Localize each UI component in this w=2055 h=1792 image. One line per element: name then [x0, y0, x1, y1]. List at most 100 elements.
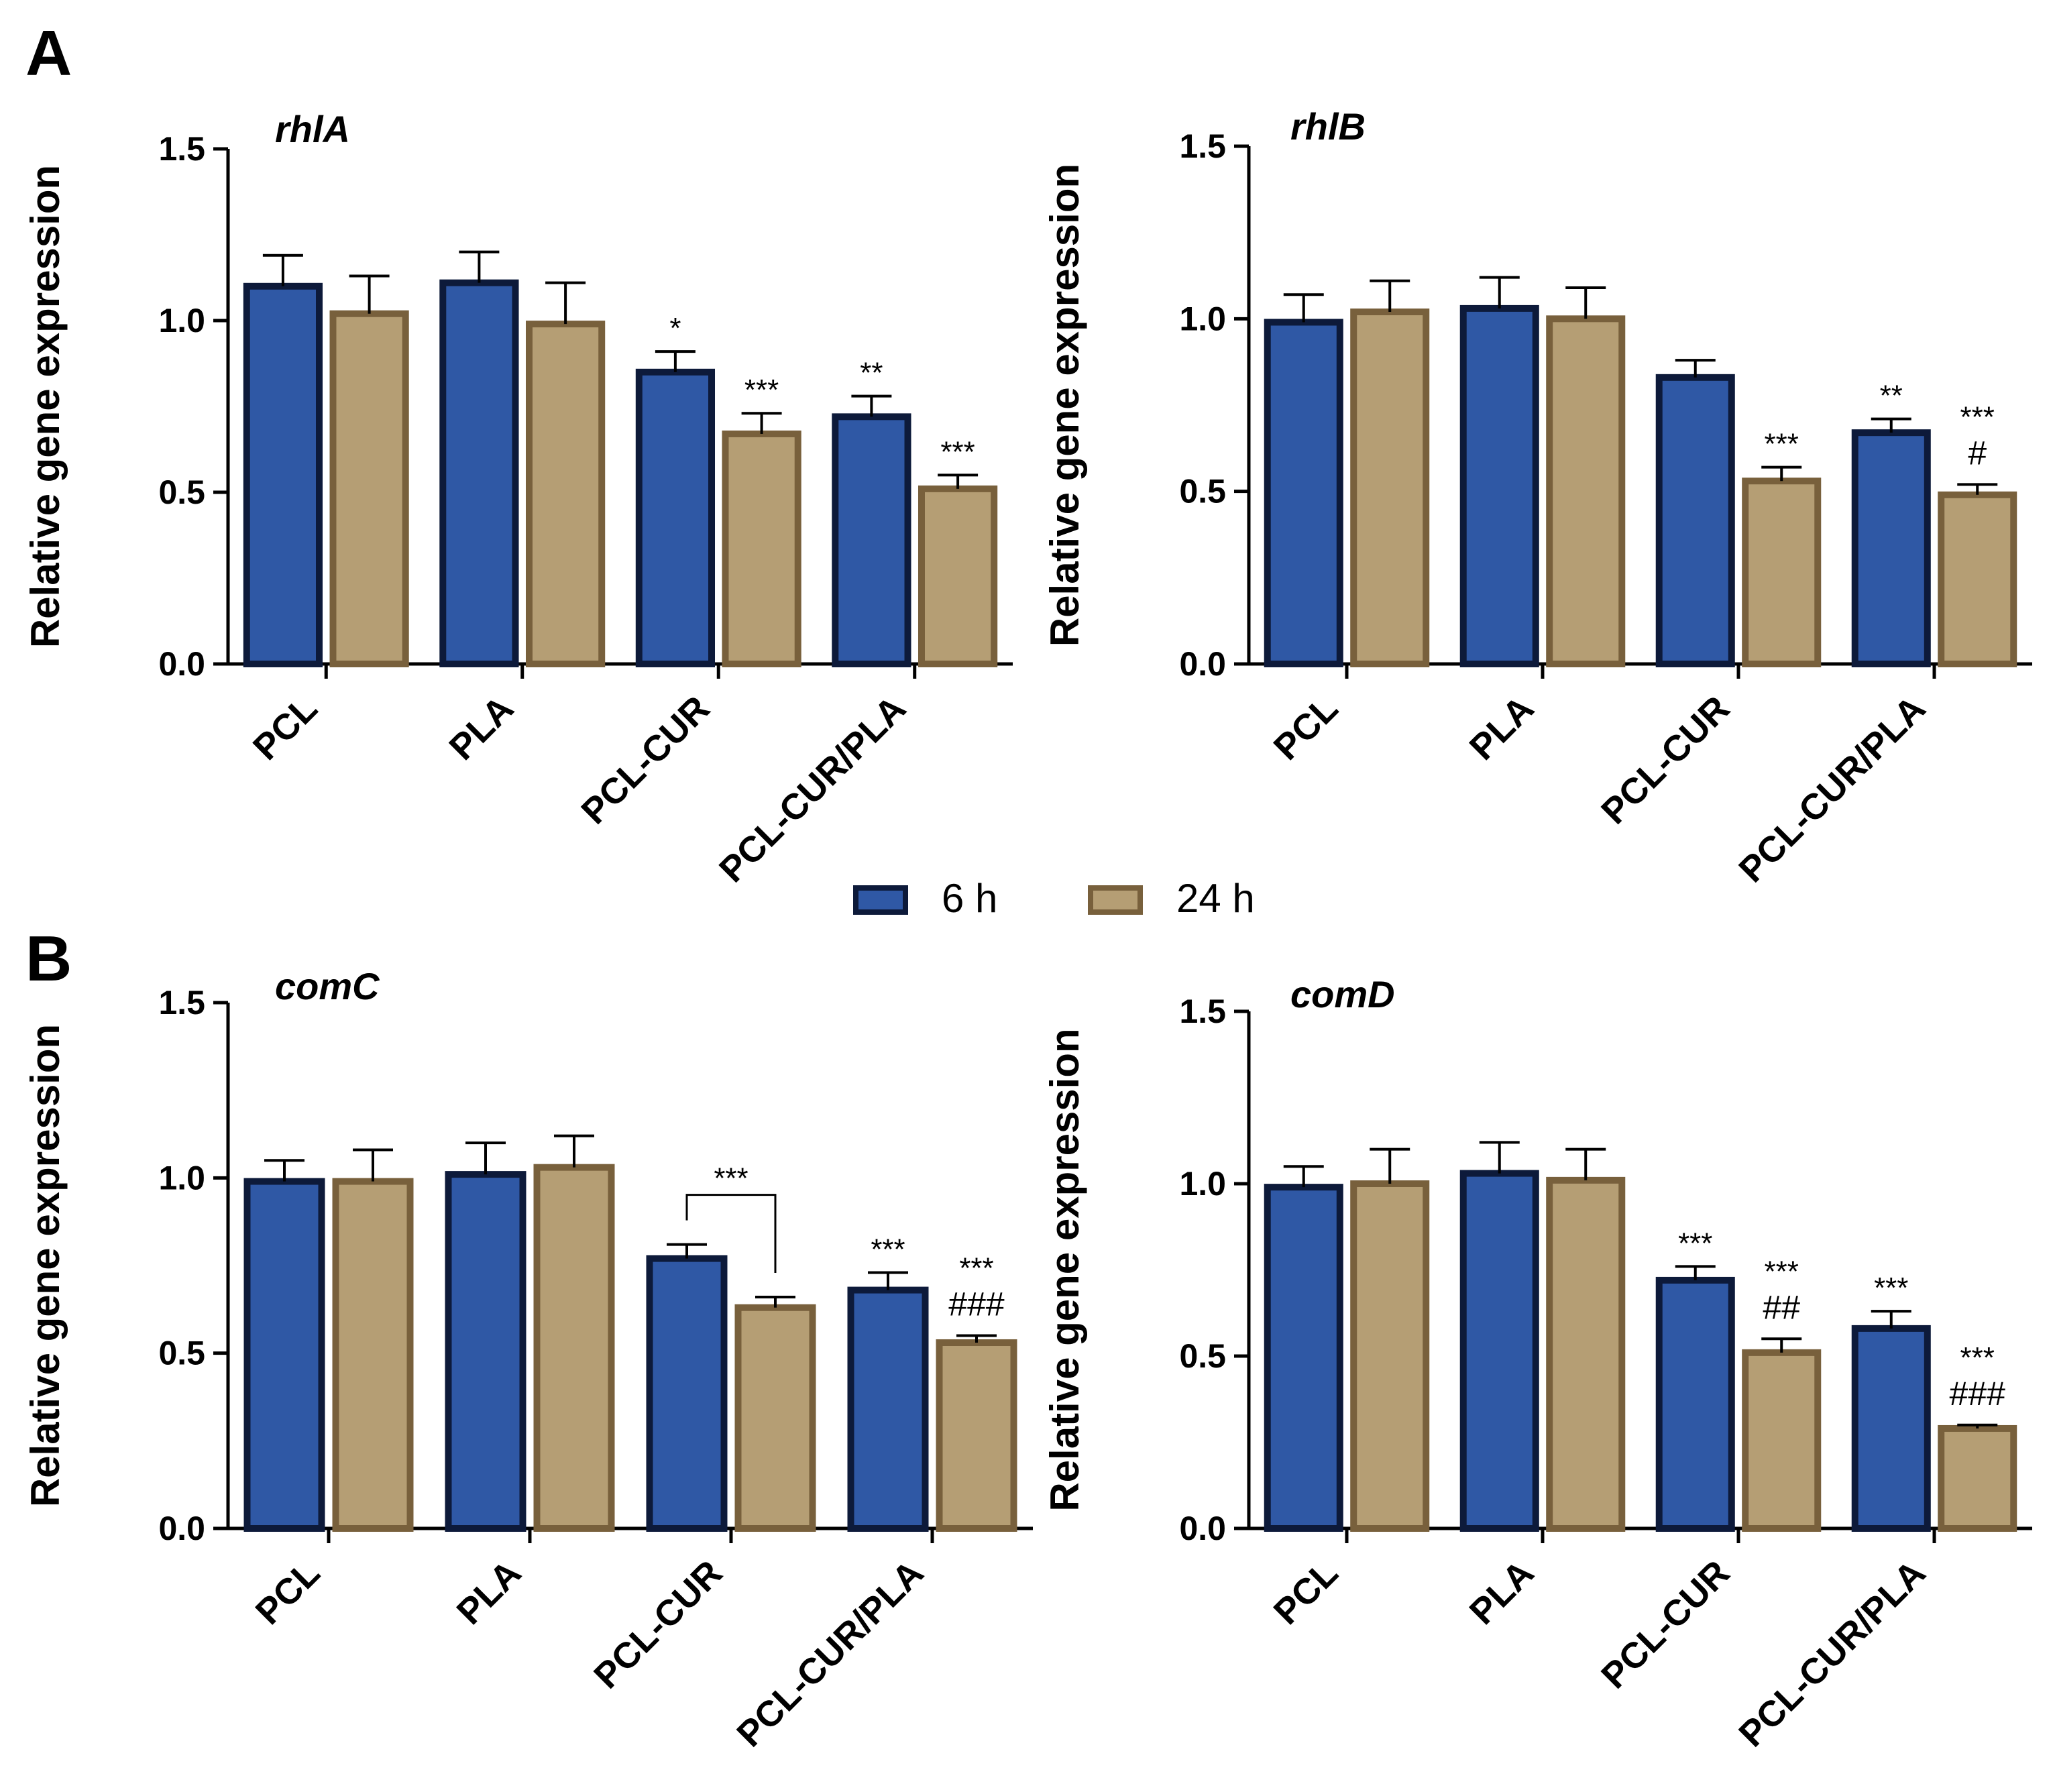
chart-panel-rhlB: rhlB Relative gene expression 0.0 0.5 1.0 1.5… [1042, 105, 2032, 890]
bar-6h-PCL [243, 282, 323, 667]
bar-24h-PCL-CUR/PLA [1938, 1424, 2017, 1532]
bar-24h-PCL [1350, 1180, 1430, 1532]
x-tick-label: PCL-CUR/PLA [729, 1553, 931, 1754]
y-tick-label: 0.0 [1179, 1510, 1226, 1547]
bar-24h-PLA [1546, 1176, 1626, 1532]
chart-title: comD [1290, 973, 1395, 1015]
y-tick-label: 1.0 [1179, 300, 1226, 337]
bar-6h-PCL-CUR [646, 1255, 728, 1532]
bar-24h-PCL [1350, 309, 1430, 668]
legend-label: 24 h [1176, 876, 1255, 921]
significance-stars: *** [1874, 1272, 1908, 1304]
bar-6h-PCL [243, 1178, 325, 1532]
y-axis-label: Relative gene expression [23, 1024, 68, 1507]
legend-swatch [1088, 885, 1143, 915]
bar-6h-PLA [445, 1171, 526, 1532]
chart-panel-comD: comD Relative gene expression 0.0 0.5 1.0 1.5… [1042, 973, 2032, 1754]
significance-stars: *** [959, 1252, 993, 1285]
bar-24h-PCL-CUR [722, 430, 801, 668]
significance-stars: *** [1765, 428, 1799, 461]
significance-hash: # [1968, 434, 1987, 471]
bar-6h-PCL-CUR/PLA [1851, 429, 1931, 667]
bar-24h-PCL-CUR/PLA [936, 1339, 1017, 1532]
legend-swatch [853, 885, 908, 915]
significance-stars: *** [1765, 1255, 1799, 1288]
significance-stars: * [669, 312, 681, 345]
bar-24h-PLA [533, 1164, 615, 1532]
significance-stars: *** [1960, 400, 1995, 433]
x-tick-label: PLA [449, 1553, 529, 1632]
bar-6h-PCL-CUR/PLA [832, 413, 911, 667]
y-tick-label: 1.0 [1179, 1165, 1226, 1202]
x-tick-label: PLA [1462, 688, 1542, 768]
y-tick-label: 0.5 [158, 1335, 205, 1372]
y-axis-label: Relative gene expression [1042, 1028, 1087, 1511]
y-tick-label: 1.0 [158, 1159, 205, 1196]
bar-6h-PCL-CUR [1655, 374, 1735, 667]
x-tick-label: PCL [1266, 688, 1346, 768]
y-tick-label: 1.5 [1179, 993, 1226, 1030]
y-tick-label: 1.5 [158, 130, 205, 168]
x-tick-label: PCL [245, 688, 325, 768]
bar-24h-PCL [332, 1178, 414, 1532]
panel-letter: B [25, 923, 72, 995]
legend: 6 h 24 h [853, 876, 1255, 921]
significance-stars: *** [744, 374, 779, 406]
significance-stars: *** [1960, 1341, 1995, 1374]
panel-letter: A [25, 17, 72, 89]
y-tick-label: 0.0 [1179, 645, 1226, 683]
x-tick-label: PCL-CUR/PLA [1731, 1553, 1933, 1754]
bar-24h-PCL [329, 310, 409, 667]
bar-6h-PCL-CUR/PLA [1851, 1325, 1931, 1532]
comparison-bracket [685, 1194, 777, 1274]
y-tick-label: 1.5 [158, 984, 205, 1021]
y-tick-label: 0.5 [1179, 1337, 1226, 1375]
bar-6h-PLA [1459, 304, 1539, 668]
x-tick-label: PCL [248, 1553, 328, 1632]
bar-24h-PLA [525, 321, 606, 667]
x-tick-label: PLA [441, 688, 521, 768]
legend-label: 6 h [942, 876, 997, 921]
bar-6h-PCL [1264, 319, 1343, 667]
bar-24h-PCL-CUR [734, 1304, 816, 1532]
bar-24h-PLA [1546, 315, 1626, 668]
significance-stars: *** [871, 1233, 905, 1266]
bar-24h-PCL-CUR/PLA [1938, 491, 2017, 668]
y-tick-label: 0.0 [158, 645, 205, 683]
y-tick-label: 1.5 [1179, 127, 1226, 165]
y-tick-label: 0.5 [1179, 473, 1226, 510]
significance-stars: *** [940, 435, 975, 468]
significance-hash: ### [948, 1286, 1005, 1323]
significance-stars: ** [1880, 380, 1903, 412]
y-tick-label: 0.5 [158, 473, 205, 511]
bracket-significance: *** [714, 1162, 748, 1195]
x-tick-label: PCL-CUR [573, 688, 717, 832]
bar-24h-PCL-CUR/PLA [918, 485, 998, 667]
x-tick-label: PCL-CUR/PLA [712, 688, 913, 890]
chart-title: rhlA [275, 108, 350, 150]
bar-6h-PLA [439, 279, 519, 667]
x-tick-label: PLA [1462, 1553, 1542, 1632]
y-axis-label: Relative gene expression [1042, 164, 1087, 647]
x-tick-label: PCL-CUR [586, 1553, 730, 1696]
x-tick-label: PCL-CUR/PLA [1731, 688, 1933, 890]
significance-stars: *** [1678, 1227, 1712, 1259]
bar-6h-PCL-CUR [1655, 1276, 1735, 1532]
legend-item: 24 h [1088, 876, 1255, 921]
y-tick-label: 1.0 [158, 302, 205, 339]
significance-hash: ### [1950, 1375, 2006, 1412]
bar-24h-PCL-CUR [1742, 1349, 1822, 1532]
legend-item: 6 h [853, 876, 997, 921]
significance-stars: ** [860, 357, 883, 390]
y-tick-label: 0.0 [158, 1510, 205, 1547]
x-tick-label: PCL [1266, 1553, 1346, 1632]
bar-6h-PCL-CUR/PLA [847, 1286, 929, 1532]
x-tick-label: PCL-CUR [1594, 688, 1737, 832]
chart-title: comC [275, 965, 380, 1007]
significance-hash: ## [1763, 1288, 1800, 1326]
bar-6h-PLA [1459, 1170, 1539, 1532]
bar-24h-PCL-CUR [1742, 478, 1822, 668]
